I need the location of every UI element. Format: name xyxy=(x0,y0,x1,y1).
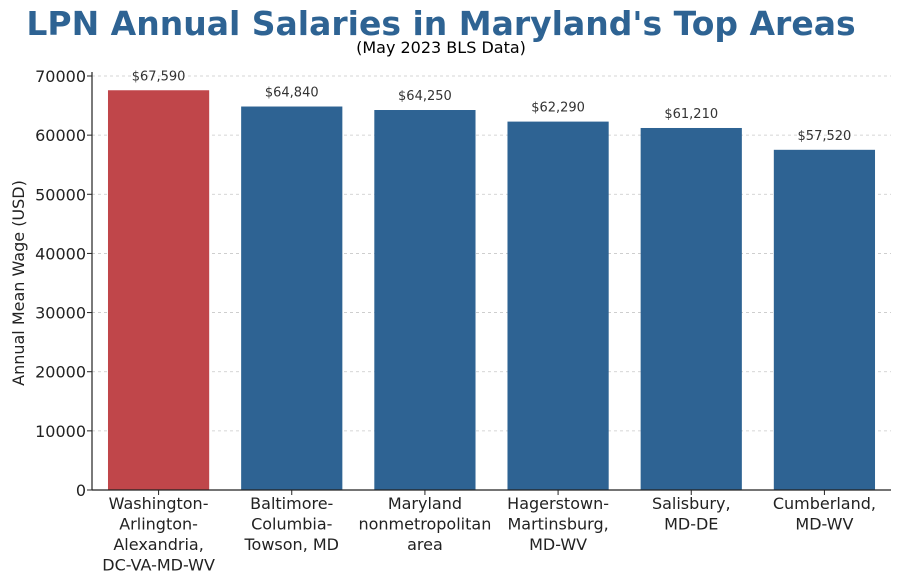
x-tick-label: Salisbury, MD-DE xyxy=(652,494,731,534)
bar xyxy=(773,149,876,490)
x-tick-label: Maryland nonmetropolitan area xyxy=(358,494,491,554)
x-tick-label: Baltimore-Columbia-Towson, MD xyxy=(244,494,340,554)
y-tick-label: 40000 xyxy=(35,244,86,263)
chart-subtitle: (May 2023 BLS Data) xyxy=(356,38,526,57)
data-label: $61,210 xyxy=(664,107,718,122)
data-label: $62,290 xyxy=(531,101,585,116)
x-tick-label: Hagerstown-Martinsburg, MD-WV xyxy=(507,494,609,554)
x-tick-label: Washington-Arlington-Alexandria, DC-VA-MD… xyxy=(102,494,215,575)
y-axis-title: Annual Mean Wage (USD) xyxy=(9,180,28,386)
y-tick-label: 50000 xyxy=(35,185,86,204)
y-tick-label: 60000 xyxy=(35,126,86,145)
y-tick-label: 70000 xyxy=(35,67,86,86)
bar xyxy=(507,121,609,490)
data-label: $57,520 xyxy=(798,129,852,144)
data-label: $64,250 xyxy=(398,89,452,104)
bars xyxy=(107,90,876,491)
bar xyxy=(241,106,343,491)
data-label: $64,840 xyxy=(265,86,319,101)
bar xyxy=(107,90,210,491)
axes xyxy=(87,72,891,495)
bar xyxy=(640,127,742,490)
x-tick-label: Cumberland, MD-WV xyxy=(773,494,876,534)
y-tick-label: 20000 xyxy=(35,363,86,382)
chart-title: LPN Annual Salaries in Maryland's Top Ar… xyxy=(26,4,856,43)
y-tick-label: 30000 xyxy=(35,304,86,323)
y-tick-label: 0 xyxy=(76,481,86,500)
labels: 0 10000 20000 30000 40000 50000 60000 70000 $67,… xyxy=(9,67,876,575)
y-tick-label: 10000 xyxy=(35,422,86,441)
gridlines xyxy=(92,75,891,432)
bar xyxy=(374,110,476,490)
data-label: $67,590 xyxy=(132,69,186,84)
